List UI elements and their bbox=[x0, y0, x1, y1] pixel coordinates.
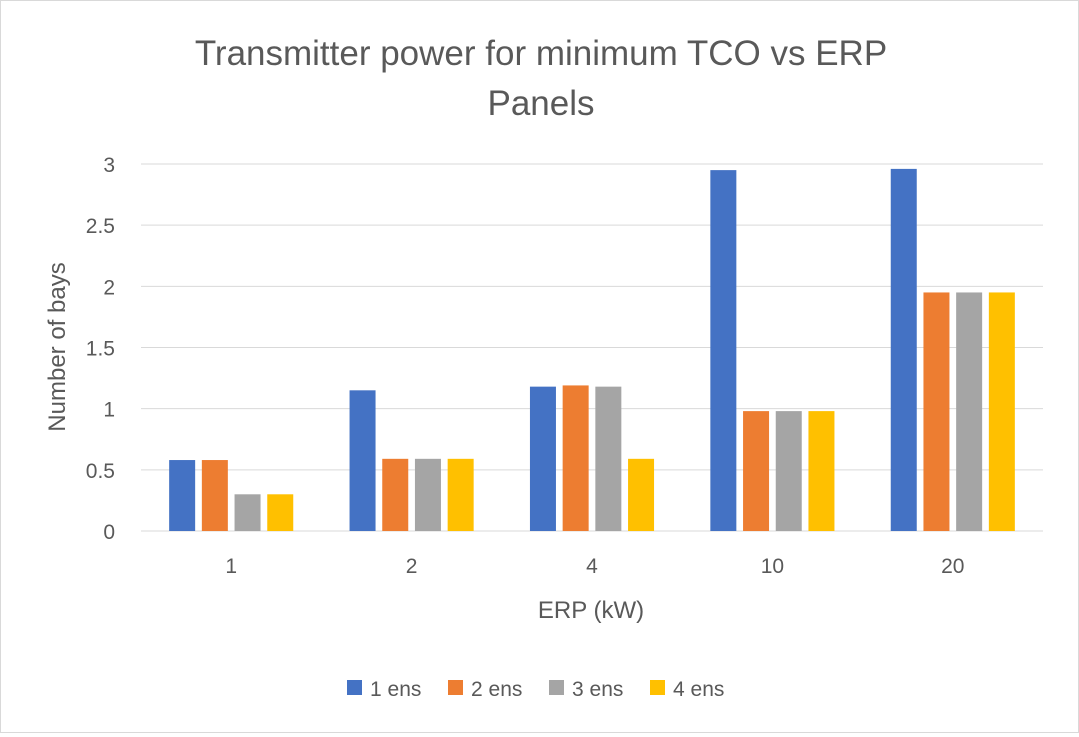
legend-swatch bbox=[347, 680, 362, 695]
legend-swatch bbox=[549, 680, 564, 695]
bar-1-ens-1 bbox=[169, 460, 196, 531]
bar-2-ens-20 bbox=[923, 292, 950, 531]
bar-1-ens-10 bbox=[710, 170, 737, 531]
x-tick-label: 10 bbox=[761, 555, 784, 578]
bar-4-ens-4 bbox=[628, 458, 655, 531]
x-axis-label: ERP (kW) bbox=[538, 597, 644, 624]
bar-4-ens-20 bbox=[988, 292, 1015, 531]
bar-2-ens-2 bbox=[382, 458, 409, 531]
legend-label: 4 ens bbox=[673, 678, 724, 701]
bar-1-ens-20 bbox=[890, 168, 917, 532]
gridlines bbox=[141, 163, 1043, 532]
legend-label: 3 ens bbox=[572, 678, 623, 701]
bar-3-ens-4 bbox=[595, 386, 622, 531]
y-tick-label: 3 bbox=[103, 154, 115, 177]
y-tick-label: 1 bbox=[103, 399, 115, 422]
bar-1-ens-2 bbox=[349, 390, 376, 531]
y-axis-label: Number of bays bbox=[44, 262, 71, 431]
x-tick-label: 20 bbox=[941, 555, 964, 578]
y-axis-ticks: 0 0.5 1 1.5 2 2.5 3 bbox=[86, 154, 115, 544]
legend: 1 ens 2 ens 3 ens 4 ens bbox=[347, 678, 724, 701]
bars bbox=[169, 168, 1015, 532]
y-tick-label: 0 bbox=[103, 521, 115, 544]
bar-2-ens-10 bbox=[743, 411, 770, 531]
bar-3-ens-2 bbox=[414, 458, 441, 531]
legend-swatch bbox=[448, 680, 463, 695]
bar-3-ens-20 bbox=[956, 292, 983, 531]
bar-2-ens-1 bbox=[201, 460, 228, 531]
chart-title: Transmitter power for minimum TCO vs ERP bbox=[195, 34, 887, 73]
legend-label: 1 ens bbox=[370, 678, 421, 701]
legend-swatch bbox=[650, 680, 665, 695]
y-tick-label: 2.5 bbox=[86, 215, 115, 238]
bar-2-ens-4 bbox=[562, 385, 589, 531]
x-axis-ticks: 1 2 4 10 20 bbox=[225, 555, 964, 578]
chart-subtitle: Panels bbox=[487, 84, 594, 123]
bar-4-ens-10 bbox=[808, 411, 835, 531]
bar-4-ens-1 bbox=[267, 494, 294, 531]
y-tick-label: 2 bbox=[103, 276, 115, 299]
x-tick-label: 1 bbox=[225, 555, 237, 578]
bar-1-ens-4 bbox=[529, 386, 556, 531]
y-tick-label: 1.5 bbox=[86, 338, 115, 361]
y-tick-label: 0.5 bbox=[86, 460, 115, 483]
bar-3-ens-1 bbox=[234, 494, 261, 531]
bar-3-ens-10 bbox=[775, 411, 802, 531]
legend-label: 2 ens bbox=[471, 678, 522, 701]
x-tick-label: 2 bbox=[406, 555, 418, 578]
bar-4-ens-2 bbox=[447, 458, 474, 531]
x-tick-label: 4 bbox=[586, 555, 598, 578]
